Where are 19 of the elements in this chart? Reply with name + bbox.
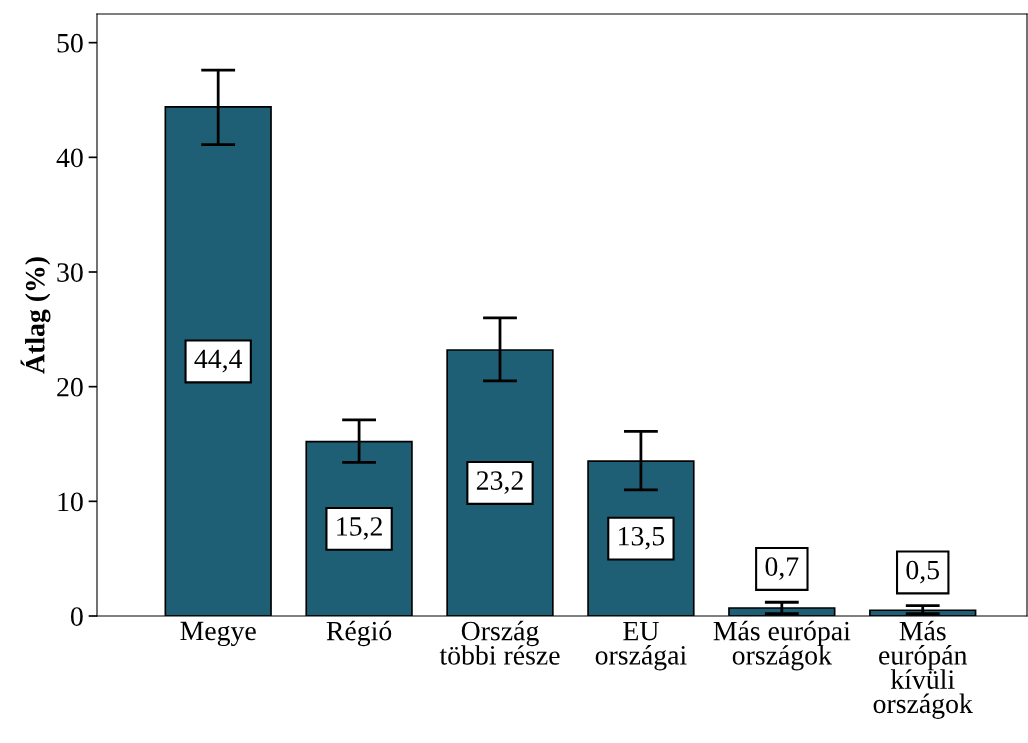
data-label: 15,2 bbox=[337, 517, 382, 540]
data-label: 13,5 bbox=[619, 526, 665, 550]
x-tick-label: Más európán kívüli országok bbox=[873, 620, 973, 719]
y-tick-label: 0 bbox=[70, 607, 83, 626]
data-label: 23,2 bbox=[476, 471, 523, 494]
data-label: 0,5 bbox=[906, 560, 939, 584]
y-axis-title: Átlag (%) bbox=[20, 257, 51, 374]
y-tick-label: 10 bbox=[58, 492, 83, 512]
y-tick-label: 20 bbox=[57, 377, 83, 397]
x-tick-label: Régió bbox=[326, 620, 392, 647]
x-tick-label: Más európai országok bbox=[713, 620, 851, 671]
y-tick-label: 30 bbox=[57, 263, 83, 282]
data-label: 44,4 bbox=[194, 349, 243, 373]
x-tick-label: EU országai bbox=[595, 621, 687, 671]
y-tick-label: 40 bbox=[56, 148, 83, 168]
x-tick-label: Ország többi része bbox=[439, 620, 560, 665]
x-tick-label: Megye bbox=[180, 621, 256, 647]
data-label: 0,7 bbox=[765, 557, 799, 580]
y-tick-label: 50 bbox=[57, 33, 83, 53]
